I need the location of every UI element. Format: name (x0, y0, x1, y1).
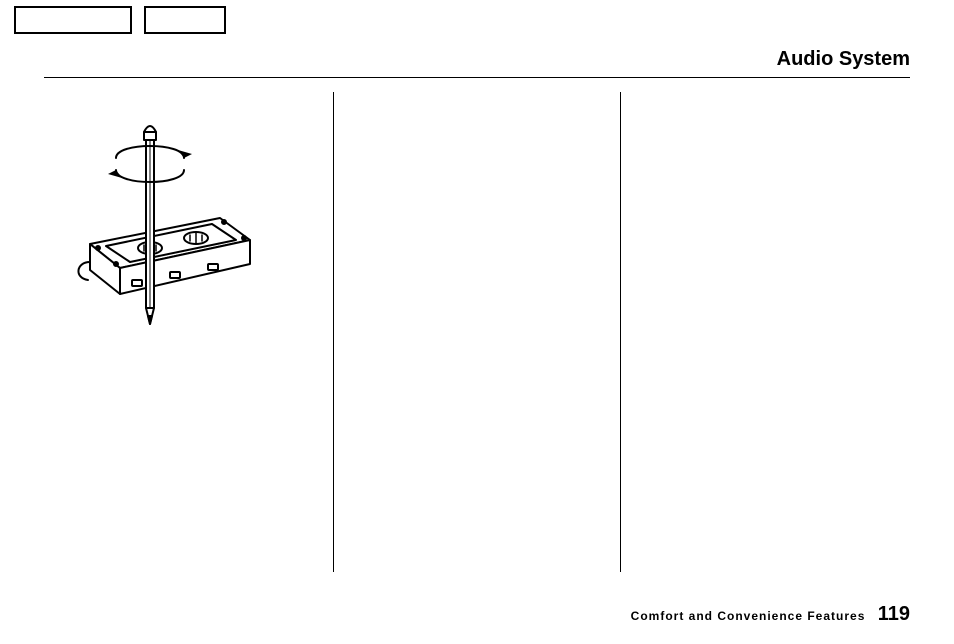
column-3 (621, 92, 910, 572)
page-footer: Comfort and Convenience Features 119 (631, 603, 910, 626)
column-2 (333, 92, 622, 572)
top-nav-boxes (14, 6, 226, 34)
content-columns (44, 92, 910, 572)
footer-page-number: 119 (878, 603, 910, 625)
footer-section-label: Comfort and Convenience Features (631, 609, 866, 623)
column-1 (44, 92, 333, 572)
nav-box-2[interactable] (144, 6, 226, 34)
cassette-pencil-illustration (54, 112, 274, 332)
nav-box-1[interactable] (14, 6, 132, 34)
page-title: Audio System (44, 48, 910, 78)
